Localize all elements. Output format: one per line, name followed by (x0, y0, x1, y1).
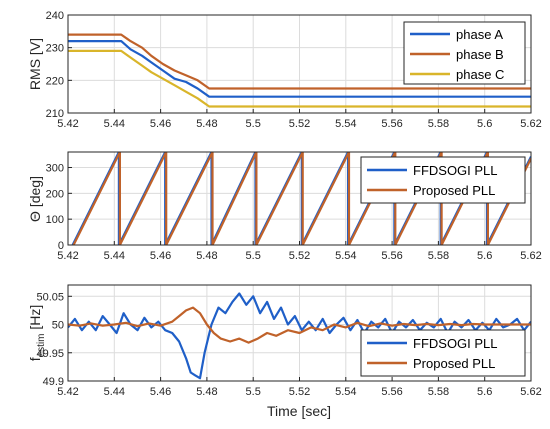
freq-ytick-label: 50 (52, 320, 64, 332)
freq-xtick-label: 5.46 (150, 386, 171, 398)
rms-xtick-label: 5.6 (477, 118, 492, 130)
freq-series-ffdsogi-pll (68, 292, 531, 380)
legend-label-phase-a: phase A (456, 27, 503, 42)
rms-series-phase-c (68, 49, 531, 108)
theta-xtick-label: 5.44 (104, 250, 125, 262)
rms-xtick-label: 5.52 (289, 118, 310, 130)
theta-xtick-label: 5.5 (246, 250, 261, 262)
freq-axes-frame (67, 284, 532, 382)
rms-series-lines (68, 33, 531, 108)
freq-xtick-label: 5.44 (104, 386, 125, 398)
rms-xtick-label: 5.54 (335, 118, 356, 130)
freq-legend-box (360, 329, 526, 377)
freq-xtick-label: 5.62 (520, 386, 541, 398)
theta-axes-frame (67, 151, 532, 246)
freq-xtick-label: 5.56 (381, 386, 402, 398)
freq-ytick-label: 50.05 (36, 291, 64, 303)
legend-label-phase-c: phase C (456, 67, 504, 82)
theta-xtick-label: 5.48 (196, 250, 217, 262)
freq-series-lines (68, 292, 531, 380)
theta-xtick-label: 5.56 (381, 250, 402, 262)
legend-label-ffdsogi: FFDSOGI PLL (413, 163, 498, 178)
x-axis-label: Time [sec] (267, 403, 331, 419)
theta-ylabel: Θ [deg] (27, 176, 43, 222)
rms-xtick-label: 5.42 (57, 118, 78, 130)
rms-panel: 5.42 5.44 5.46 5.48 5.5 5.52 5.54 5.56 5.58 5.6 5.… (27, 10, 542, 130)
freq-series-proposed-pll (68, 306, 531, 344)
theta-xtick-label: 5.62 (520, 250, 541, 262)
theta-xtick-label: 5.52 (289, 250, 310, 262)
theta-xtick-label: 5.58 (428, 250, 449, 262)
freq-xtick-label: 5.5 (246, 386, 261, 398)
legend-label-phase-b: phase B (456, 47, 504, 62)
rms-xtick-label: 5.56 (381, 118, 402, 130)
rms-ylabel: RMS [V] (27, 38, 43, 90)
theta-panel: 5.42 5.44 5.46 5.48 5.5 5.52 5.54 5.56 5.58 5.6 5.… (27, 151, 542, 263)
theta-legend-box (360, 156, 526, 204)
theta-ytick-label: 100 (46, 214, 64, 226)
theta-ytick-label: 200 (46, 188, 64, 200)
legend-label-ffdsogi-f: FFDSOGI PLL (413, 336, 498, 351)
theta-xtick-label: 5.42 (57, 250, 78, 262)
rms-ticks: 5.42 5.44 5.46 5.48 5.5 5.52 5.54 5.56 5.58 5.6 5.… (46, 10, 542, 130)
freq-legend: FFDSOGI PLL Proposed PLL (360, 329, 526, 377)
rms-ytick-label: 240 (46, 10, 64, 22)
freq-xtick-label: 5.42 (57, 386, 78, 398)
freq-xtick-label: 5.48 (196, 386, 217, 398)
freq-ylabel-sub: estim (36, 333, 47, 357)
rms-legend: phase A phase B phase C (403, 21, 526, 85)
freq-ytick-label: 49.95 (36, 348, 64, 360)
theta-xtick-label: 5.6 (477, 250, 492, 262)
rms-ytick-label: 230 (46, 43, 64, 55)
rms-xtick-label: 5.5 (246, 118, 261, 130)
rms-xtick-label: 5.62 (520, 118, 541, 130)
theta-series-proposed-pll (72, 152, 531, 245)
rms-xtick-label: 5.48 (196, 118, 217, 130)
freq-xtick-label: 5.54 (335, 386, 356, 398)
theta-ticks: 5.42 5.44 5.46 5.48 5.5 5.52 5.54 5.56 5.58 5.6 5.… (46, 163, 542, 263)
rms-xtick-label: 5.46 (150, 118, 171, 130)
freq-ylabel-main: f (27, 357, 43, 361)
freq-xtick-label: 5.58 (428, 386, 449, 398)
rms-xtick-label: 5.58 (428, 118, 449, 130)
freq-ticks: 5.42 5.44 5.46 5.48 5.5 5.52 5.54 5.56 5.58 5.6 5.… (36, 291, 541, 398)
freq-ylabel-unit: [Hz] (27, 305, 43, 330)
rms-ytick-label: 210 (46, 108, 64, 120)
freq-xtick-label: 5.52 (289, 386, 310, 398)
freq-ytick-label: 49.9 (43, 376, 64, 388)
theta-legend: FFDSOGI PLL Proposed PLL (360, 156, 526, 204)
theta-series-lines (71, 152, 531, 245)
theta-ytick-label: 0 (58, 240, 64, 252)
rms-series-phase-b (68, 33, 531, 90)
rms-ytick-label: 220 (46, 75, 64, 87)
rms-xtick-label: 5.44 (104, 118, 125, 130)
rms-axes-frame (67, 14, 532, 114)
theta-ytick-label: 300 (46, 163, 64, 175)
legend-label-proposed-f: Proposed PLL (413, 356, 495, 371)
theta-xtick-label: 5.46 (150, 250, 171, 262)
freq-panel: 5.42 5.44 5.46 5.48 5.5 5.52 5.54 5.56 5.58 5.6 5.… (27, 284, 542, 398)
freq-xtick-label: 5.6 (477, 386, 492, 398)
theta-xtick-label: 5.54 (335, 250, 356, 262)
freq-ylabel: festim [Hz] (27, 305, 47, 362)
rms-series-phase-a (68, 40, 531, 98)
legend-label-proposed: Proposed PLL (413, 183, 495, 198)
